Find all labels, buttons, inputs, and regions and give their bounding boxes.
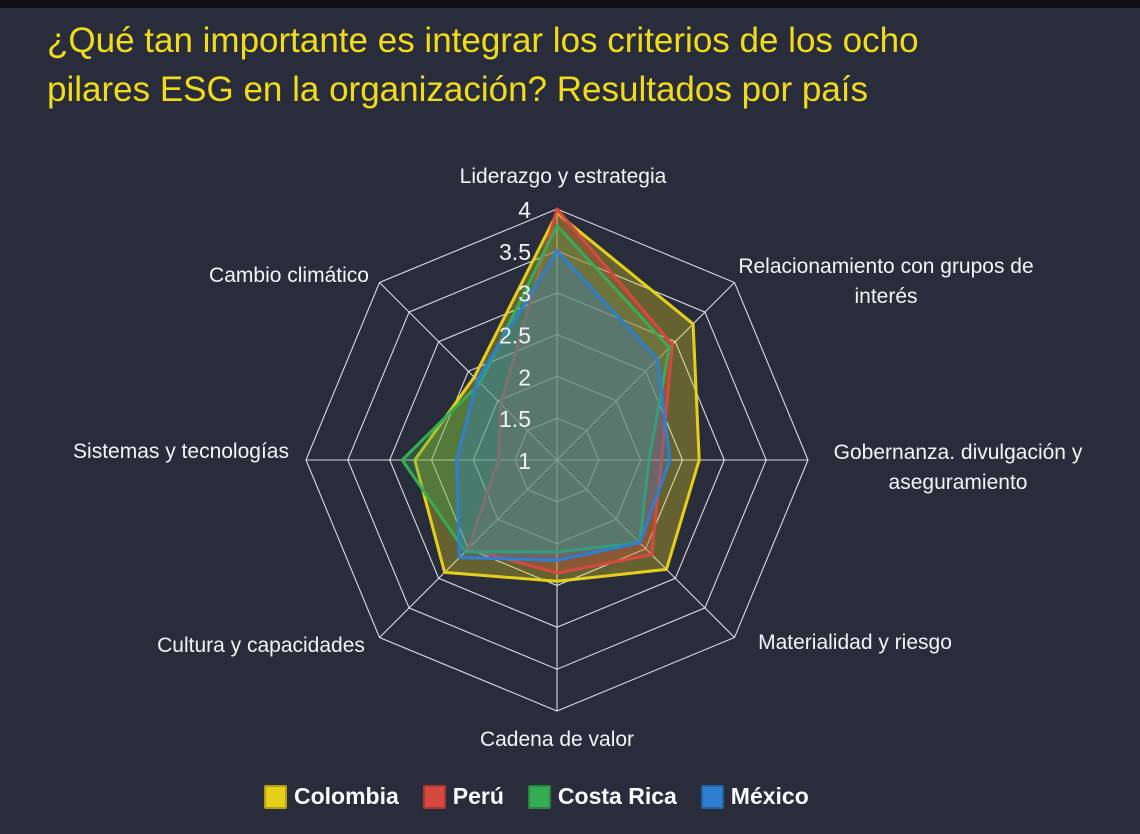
series-costarica — [400, 224, 671, 554]
legend-label: Perú — [452, 783, 504, 809]
legend-label: Colombia — [294, 783, 399, 809]
legend-item-mxico[interactable]: México — [700, 783, 809, 810]
axis-label-materialidad: Materialidad y riesgo — [758, 631, 952, 654]
grid-spoke — [379, 282, 558, 461]
legend-swatch — [700, 784, 724, 809]
tick-label-2: 2 — [518, 364, 531, 390]
top-bar — [0, 0, 1140, 8]
chart-title-line2: pilares ESG en la organización? Resultad… — [47, 70, 869, 109]
legend-label: Costa Rica — [557, 783, 677, 809]
grid-spoke — [556, 282, 735, 461]
tick-label-1.5: 1.5 — [499, 406, 531, 432]
axis-label-relacionamiento: Relacionamiento con grupos de interés — [738, 255, 1034, 308]
legend: Colombia Perú Costa Rica México — [264, 783, 809, 810]
axis-label-liderazgo: Liderazgo y estrategia — [459, 165, 667, 188]
series-per — [466, 207, 674, 575]
axis-label-gobernanza: Gobernanza. divulgación y aseguramiento — [833, 441, 1083, 494]
grid-spoke — [556, 459, 735, 638]
axis-label-cambio: Cambio climático — [209, 264, 369, 287]
legend-item-costarica[interactable]: Costa Rica — [527, 783, 677, 810]
axis-label-cultura: Cultura y capacidades — [157, 634, 365, 657]
tick-label-4: 4 — [518, 197, 531, 223]
axis-label-cadena: Cadena de valor — [479, 728, 635, 751]
tick-label-3: 3 — [518, 281, 531, 307]
legend-swatch — [527, 784, 551, 809]
axis-label-sistemas: Sistemas y tecnologías — [73, 440, 289, 463]
tick-label-2.5: 2.5 — [499, 323, 531, 349]
series-mxico — [455, 249, 672, 562]
tick-label-3.5: 3.5 — [499, 239, 531, 265]
legend-swatch — [422, 784, 446, 809]
series-colombia — [413, 211, 701, 583]
legend-label: México — [730, 783, 809, 809]
legend-item-per[interactable]: Perú — [422, 783, 504, 810]
tick-label-1: 1 — [518, 448, 531, 474]
legend-swatch — [264, 784, 287, 809]
chart-title-line1: ¿Qué tan importante es integrar los crit… — [47, 21, 919, 60]
chart-title: ¿Qué tan importante es integrar los crit… — [47, 16, 1107, 114]
legend-item-colombia[interactable]: Colombia — [264, 783, 399, 810]
